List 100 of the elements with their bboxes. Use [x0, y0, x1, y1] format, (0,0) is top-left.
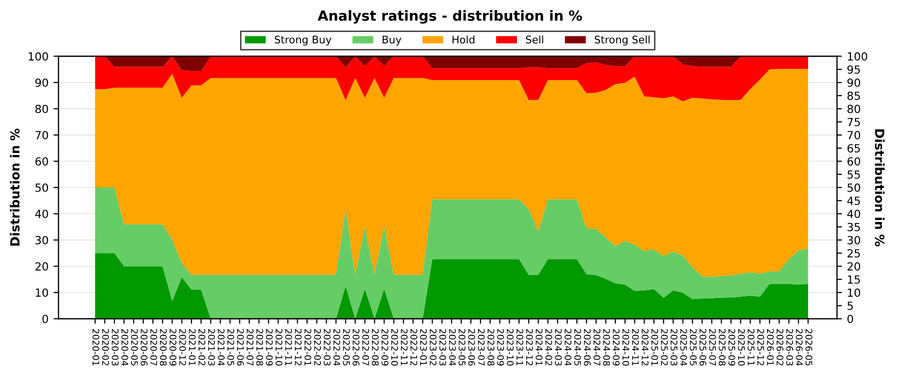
x-tick-label: 2021-10 — [276, 329, 282, 366]
legend-label: Hold — [452, 35, 474, 44]
x-tick-label: 2023-03 — [439, 329, 446, 366]
y2-tick-label: 30 — [848, 236, 860, 244]
x-tick-label: 2021-08 — [256, 329, 264, 366]
y2-tick-label: 55 — [848, 170, 860, 179]
x-tick-label: 2024-07 — [594, 329, 600, 366]
x-tick-label: 2022-11 — [400, 329, 408, 366]
x-tick-label: 2021-05 — [227, 329, 234, 366]
y-tick-label: 70 — [36, 130, 48, 140]
x-tick-label: 2024-10 — [622, 329, 630, 366]
y2-tick-label: 40 — [847, 210, 860, 218]
x-tick-label: 2023-09 — [497, 329, 504, 366]
x-tick-label: 2022-09 — [382, 329, 388, 366]
x-tick-label: 2022-10 — [391, 329, 398, 366]
chart-title: Analyst ratings - distribution in % — [318, 10, 582, 24]
y2-tick-label: 90 — [847, 78, 860, 87]
x-tick-label: 2023-02 — [430, 329, 437, 366]
x-tick-label: 2020-05 — [131, 329, 138, 366]
y-tick-label: 80 — [35, 104, 48, 114]
y-tick-label: 20 — [35, 262, 48, 271]
x-tick-label: 2022-01 — [304, 329, 312, 366]
y-tick-label: 50 — [35, 183, 48, 192]
x-tick-label: 2025-05 — [690, 329, 697, 366]
x-tick-label: 2024-03 — [554, 329, 562, 366]
x-tick-label: 2021-07 — [246, 329, 254, 366]
y2-tick-label: 75 — [848, 118, 860, 126]
y2-tick-label: 5 — [848, 302, 853, 310]
y2-tick-label: 10 — [848, 288, 860, 297]
x-tick-label: 2024-08 — [603, 329, 610, 366]
x-tick-label: 2026-01 — [766, 329, 774, 366]
legend-label: Strong Sell — [594, 35, 650, 46]
x-tick-label: 2024-01 — [536, 329, 543, 366]
x-tick-label: 2021-09 — [266, 329, 273, 366]
y2-tick-label: 25 — [848, 249, 860, 258]
x-tick-label: 2024-05 — [574, 329, 582, 366]
x-tick-label: 2023-06 — [468, 329, 476, 366]
x-tick-label: 2024-02 — [545, 329, 552, 366]
x-tick-label: 2025-01 — [651, 329, 658, 366]
x-tick-label: 2021-06 — [237, 329, 244, 366]
legend-label: Sell — [526, 35, 544, 44]
x-tick-label: 2025-06 — [699, 329, 706, 366]
y2-axis-title: Distribution in % — [874, 129, 885, 246]
x-tick-label: 2020-01 — [92, 329, 100, 366]
x-tick-label: 2022-03 — [324, 329, 331, 366]
x-tick-label: 2020-04 — [121, 329, 128, 366]
x-tick-label: 2025-12 — [757, 329, 764, 366]
y2-tick-label: 35 — [848, 222, 860, 232]
x-tick-label: 2020-09 — [170, 329, 176, 366]
x-tick-label: 2025-10 — [738, 329, 745, 366]
x-tick-label: 2020-02 — [102, 329, 109, 366]
x-tick-label: 2023-08 — [488, 329, 494, 366]
x-tick-label: 2025-08 — [718, 329, 726, 366]
x-tick-label: 2025-02 — [660, 329, 668, 366]
y-tick-label: 60 — [35, 157, 48, 166]
x-tick-label: 2023-04 — [448, 329, 456, 366]
x-tick-label: 2021-04 — [218, 329, 225, 366]
x-tick-label: 2022-07 — [362, 329, 370, 366]
x-tick-label: 2023-07 — [478, 329, 485, 366]
y-tick-label: 90 — [35, 78, 48, 87]
x-tick-label: 2023-05 — [458, 329, 466, 366]
y2-tick-label: 65 — [848, 144, 860, 153]
x-tick-label: 2020-07 — [150, 329, 158, 366]
x-tick-label: 2025-03 — [670, 329, 678, 366]
y-tick-label: 30 — [35, 236, 48, 244]
y2-tick-label: 20 — [848, 262, 860, 271]
x-tick-label: 2025-09 — [728, 329, 736, 366]
x-tick-label: 2022-06 — [352, 329, 360, 366]
x-tick-label: 2024-04 — [564, 329, 572, 366]
x-tick-label: 2020-06 — [140, 329, 148, 366]
y2-tick-label: 80 — [847, 104, 860, 114]
x-tick-label: 2026-02 — [776, 329, 784, 366]
legend-label: Buy — [382, 36, 402, 46]
x-tick-label: 2022-04 — [333, 329, 340, 366]
y2-tick-label: 100 — [848, 52, 868, 61]
x-tick-label: 2023-01 — [420, 329, 427, 366]
y2-tick-label: 15 — [848, 275, 860, 284]
y-tick-label: 0 — [42, 314, 48, 324]
x-tick-label: 2025-07 — [709, 329, 716, 366]
x-tick-label: 2023-10 — [506, 329, 514, 366]
x-tick-label: 2021-12 — [294, 329, 302, 366]
x-tick-label: 2023-12 — [526, 329, 533, 366]
x-tick-label: 2022-08 — [372, 329, 379, 366]
x-tick-label: 2021-11 — [285, 329, 292, 366]
legend-label: Strong Buy — [274, 36, 332, 46]
x-tick-label: 2024-12 — [642, 329, 649, 366]
x-tick-label: 2020-12 — [179, 329, 186, 366]
y2-tick-label: 70 — [848, 130, 860, 140]
x-tick-label: 2021-01 — [188, 329, 196, 366]
x-tick-label: 2022-12 — [410, 329, 418, 366]
x-tick-label: 2026-05 — [805, 329, 812, 366]
x-tick-label: 2024-06 — [584, 329, 591, 366]
x-tick-label: 2024-11 — [632, 329, 639, 366]
x-tick-label: 2024-09 — [612, 329, 620, 366]
x-tick-label: 2022-05 — [343, 329, 350, 366]
x-tick-label: 2021-03 — [208, 329, 215, 366]
y2-tick-label: 45 — [847, 196, 860, 206]
x-tick-label: 2026-04 — [796, 329, 803, 366]
y2-tick-label: 95 — [847, 65, 860, 74]
y-tick-label: 40 — [35, 210, 48, 218]
